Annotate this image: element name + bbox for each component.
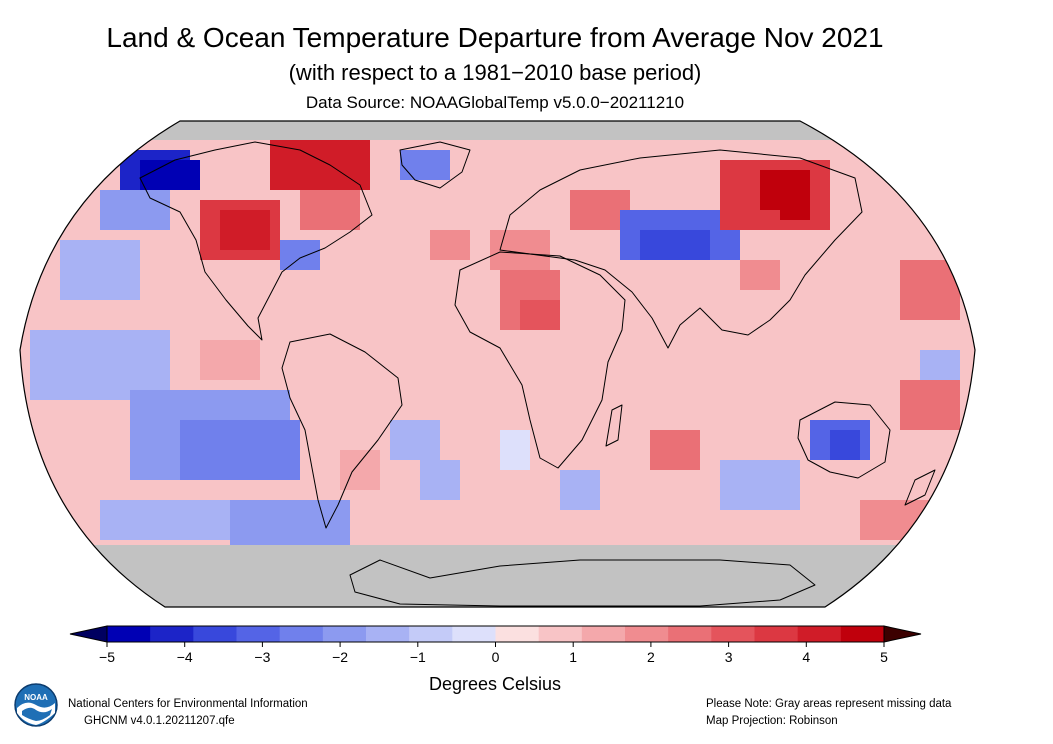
legend-tick-label: −3 — [254, 649, 270, 665]
antarctica-outline — [349, 559, 816, 607]
legend-bin — [625, 626, 669, 642]
anomaly-cell — [900, 260, 960, 320]
missing-data-south — [20, 545, 975, 607]
madagascar-outline — [605, 404, 623, 447]
legend-tick-label: −2 — [332, 649, 348, 665]
anomaly-cell — [340, 450, 380, 490]
anomaly-cell — [230, 500, 350, 550]
legend-bin — [193, 626, 237, 642]
anomaly-cell — [390, 420, 440, 460]
anomaly-cell — [650, 430, 700, 470]
anomaly-cell — [280, 240, 320, 270]
map-subtitle: (with respect to a 1981−2010 base period… — [288, 60, 702, 85]
greenland-outline — [399, 141, 471, 189]
legend-bin — [840, 626, 885, 642]
legend-bin — [495, 626, 540, 642]
new-zealand-outline — [904, 469, 936, 506]
legend-bin — [236, 626, 281, 642]
anomaly-cell — [430, 230, 470, 260]
legend-bin — [279, 626, 324, 642]
legend-bin — [150, 626, 194, 642]
anomaly-cell — [490, 230, 550, 270]
legend-bin — [107, 626, 151, 642]
legend-below-arrow — [69, 625, 108, 643]
anomaly-cell — [920, 350, 960, 380]
anomaly-cell — [520, 300, 560, 330]
australia-outline — [797, 401, 891, 479]
org-credit: National Centers for Environmental Infor… — [68, 698, 308, 710]
dataset-credit: GHCNM v4.0.1.20211207.qfe — [84, 715, 235, 727]
legend-tick-label: 4 — [802, 649, 810, 665]
anomaly-cell — [500, 430, 530, 470]
south-america-outline — [281, 333, 403, 529]
legend-above-arrow — [883, 625, 922, 643]
noaa-logo-text: NOAA — [24, 693, 48, 702]
anomaly-cell — [780, 200, 810, 220]
anomaly-cell — [180, 420, 300, 480]
anomaly-cell — [830, 430, 860, 460]
anomaly-cell — [200, 340, 260, 380]
anomaly-cell — [560, 470, 600, 510]
anomaly-cell — [60, 240, 140, 300]
anomaly-cell — [300, 190, 360, 230]
anomaly-cell — [270, 140, 370, 190]
projection-note: Map Projection: Robinson — [706, 715, 838, 727]
africa-outline — [454, 251, 626, 469]
globe-border — [19, 120, 976, 608]
anomaly-cell — [100, 190, 170, 230]
legend-ticks: −5 −4 −3 −2 −1 0 1 2 3 4 5 — [99, 642, 888, 665]
legend-tick-label: −4 — [177, 649, 193, 665]
legend-bin — [452, 626, 496, 642]
legend-units: Degrees Celsius — [428, 674, 562, 694]
legend-tick-label: 5 — [880, 649, 888, 665]
data-source: Data Source: NOAAGlobalTemp v5.0.0−20211… — [305, 93, 685, 112]
anomaly-cell — [740, 260, 780, 290]
legend-bin — [581, 626, 626, 642]
anomaly-cell — [720, 460, 800, 510]
anomaly-grid — [20, 121, 975, 607]
missing-data-note: Please Note: Gray areas represent missin… — [706, 698, 952, 710]
color-legend: −5 −4 −3 −2 −1 0 1 2 3 4 5 — [69, 625, 922, 665]
coastlines — [139, 141, 936, 607]
anomaly-cell — [900, 380, 960, 430]
anomaly-cell — [420, 460, 460, 500]
legend-tick-label: −5 — [99, 649, 115, 665]
legend-bin — [711, 626, 755, 642]
anomaly-cell — [30, 330, 170, 400]
anomaly-cell — [640, 230, 710, 260]
legend-tick-label: 3 — [725, 649, 733, 665]
legend-tick-label: 2 — [647, 649, 655, 665]
legend-bin — [797, 626, 842, 642]
anomaly-cell — [860, 500, 940, 540]
legend-bin — [322, 626, 367, 642]
legend-tick-label: 0 — [492, 649, 500, 665]
anomaly-cell — [400, 150, 450, 180]
legend-tick-label: −1 — [410, 649, 426, 665]
legend-bins — [107, 626, 885, 642]
legend-bin — [366, 626, 410, 642]
noaa-logo: NOAA — [14, 683, 58, 727]
missing-data-north — [20, 121, 975, 140]
anomaly-cell — [140, 160, 200, 190]
legend-bin — [668, 626, 712, 642]
legend-bin — [754, 626, 799, 642]
legend-bin — [409, 626, 453, 642]
eurasia-outline — [499, 149, 863, 349]
anomaly-cell — [220, 210, 270, 250]
north-america-outline — [139, 141, 373, 341]
legend-bin — [538, 626, 583, 642]
map-title: Land & Ocean Temperature Departure from … — [106, 22, 884, 53]
legend-tick-label: 1 — [569, 649, 577, 665]
